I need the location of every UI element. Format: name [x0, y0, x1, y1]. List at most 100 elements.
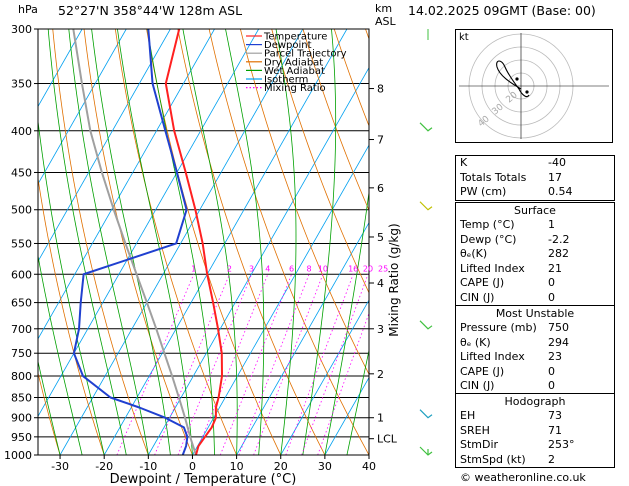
mixing-ratio-axis-title: Mixing Ratio (g/kg) [387, 223, 401, 336]
most-unstable-row: Lifted Index 23 [460, 350, 562, 363]
background-lines [38, 29, 629, 455]
hodograph-kt-label: kt [459, 32, 469, 43]
mixing-ratio-line [301, 274, 369, 455]
dry-adiabat-line [38, 371, 61, 455]
hodograph: kt 20 30 40 [455, 29, 613, 143]
isotherm-line [324, 376, 369, 455]
legend-item: Mixing Ratio [264, 83, 326, 94]
isotherm-line [59, 29, 304, 455]
legend-item: Dry Adiabat [264, 57, 323, 68]
dry-adiabat-line [271, 29, 369, 294]
surface-row: Lifted Index 21 [460, 261, 562, 275]
dry-adiabat-line [114, 29, 237, 455]
mixing-ratio-label: 25 [378, 264, 388, 273]
isotherm-line [38, 29, 260, 418]
asl-unit-label: ASL [375, 15, 396, 28]
wet-adiabat-line [47, 29, 127, 455]
isotherm-line [147, 66, 369, 455]
wet-adiabat-line [182, 29, 238, 455]
mixing-ratio-label: 2 [227, 264, 232, 273]
pw-value: 0.54 [548, 185, 573, 198]
altitude-axis: 8 7 6 5 4 3 2 1 LCL [369, 83, 398, 446]
surface-row: CIN (J) 0 [460, 290, 555, 304]
mixing-ratio-line [285, 274, 354, 455]
dry-adiabat-line [52, 29, 149, 455]
k-index-row: K -40 [460, 156, 566, 169]
credit-label[interactable]: © weatheronline.co.uk [460, 471, 586, 484]
wet-adiabat-line [117, 29, 193, 455]
altitude-tick-label: 7 [377, 134, 384, 147]
isotherm-line [192, 144, 369, 455]
mixing-ratio-label: 8 [306, 264, 311, 273]
wind-barb [419, 320, 433, 330]
pressure-tick-label: 550 [11, 237, 32, 250]
pressure-tick-label: 600 [11, 268, 32, 281]
wind-barb [419, 122, 433, 132]
dry-adiabat-line [83, 29, 193, 455]
dry-adiabat-line [616, 29, 629, 455]
wet-adiabat-line [68, 29, 149, 455]
temperature-axis: -30 -20 -10 0 10 20 30 40 [51, 455, 376, 473]
altitude-tick-label: LCL [377, 433, 398, 446]
mixing-ratio-label: 1 [191, 264, 196, 273]
most-unstable-row: CIN (J) 0 [460, 379, 555, 392]
temperature-tick-label: 10 [230, 460, 244, 473]
isotherm-line [103, 29, 348, 455]
isotherm-line [236, 221, 369, 455]
mixing-ratio-line [116, 274, 195, 455]
surface-table: Surface Temp (°C) 1 Dewp (°C) -2.2 θₑ(K) 28… [455, 202, 615, 306]
temperature-tick-label: -30 [51, 460, 69, 473]
dry-adiabat-line [240, 29, 369, 376]
isotherm-line [280, 299, 369, 455]
pw-row: PW (cm) 0.54 [460, 185, 573, 198]
hodograph-trace [496, 60, 530, 98]
k-index-value: -40 [548, 156, 566, 169]
mixing-ratio-line [154, 274, 230, 455]
hpa-unit-label: hPa [18, 3, 38, 16]
hodograph-storm-marker [525, 90, 529, 94]
dry-adiabat-line [302, 29, 369, 212]
pressure-tick-label: 450 [11, 166, 32, 179]
temperature-tick-label: 20 [274, 460, 288, 473]
mixing-ratio-label: 6 [289, 264, 294, 273]
altitude-tick-label: 2 [377, 368, 384, 381]
legend-item: Dewpoint [264, 40, 312, 51]
altitude-tick-label: 4 [377, 277, 384, 290]
wind-barb [419, 409, 433, 419]
wet-adiabat-line [38, 117, 105, 455]
totals-totals-value: 17 [548, 170, 562, 184]
most-unstable-table: Most Unstable Pressure (mb) 750 θₑ (K) 294… [455, 305, 615, 395]
hodograph-row: SREH 71 [460, 423, 562, 437]
most-unstable-title: Most Unstable [495, 307, 575, 320]
wet-adiabat-line [346, 348, 369, 455]
dry-adiabat-line [38, 175, 105, 455]
temperature-tick-label: 30 [318, 460, 332, 473]
wet-adiabat-line [91, 29, 171, 455]
hodograph-row: StmDir 253° [460, 438, 575, 451]
wet-adiabat-line [324, 189, 369, 455]
mixing-ratio-line [317, 312, 369, 455]
most-unstable-row: θₑ (K) 294 [460, 335, 569, 349]
legend-item: Wet Adiabat [264, 66, 325, 77]
temperature-tick-label: 40 [362, 460, 376, 473]
pressure-tick-label: 850 [11, 391, 32, 404]
surface-row: CAPE (J) 0 [460, 276, 555, 289]
pressure-tick-label: 900 [11, 412, 32, 425]
altitude-tick-label: 6 [377, 182, 384, 195]
mixing-ratio-line [194, 274, 269, 455]
mixing-ratio-label: 3 [249, 264, 254, 273]
most-unstable-row: Pressure (mb) 750 [460, 321, 569, 334]
mixing-ratio-label: 16 [348, 264, 358, 273]
km-unit-label: km [375, 2, 393, 15]
isotherm-line [38, 29, 215, 340]
wet-adiabat-line [38, 359, 61, 455]
mixing-ratio-labels: 1 2 3 4 6 8 10 16 20 25 [191, 264, 388, 273]
dry-adiabat-line [208, 29, 369, 455]
legend-item: Parcel Trajectory [264, 49, 347, 60]
hodograph-table: Hodograph EH 73 SREH 71 StmDir 253° StmSpd … [455, 393, 615, 468]
altitude-tick-label: 1 [377, 412, 384, 425]
pressure-tick-label: 950 [11, 431, 32, 444]
legend-item: Temperature [263, 32, 327, 43]
